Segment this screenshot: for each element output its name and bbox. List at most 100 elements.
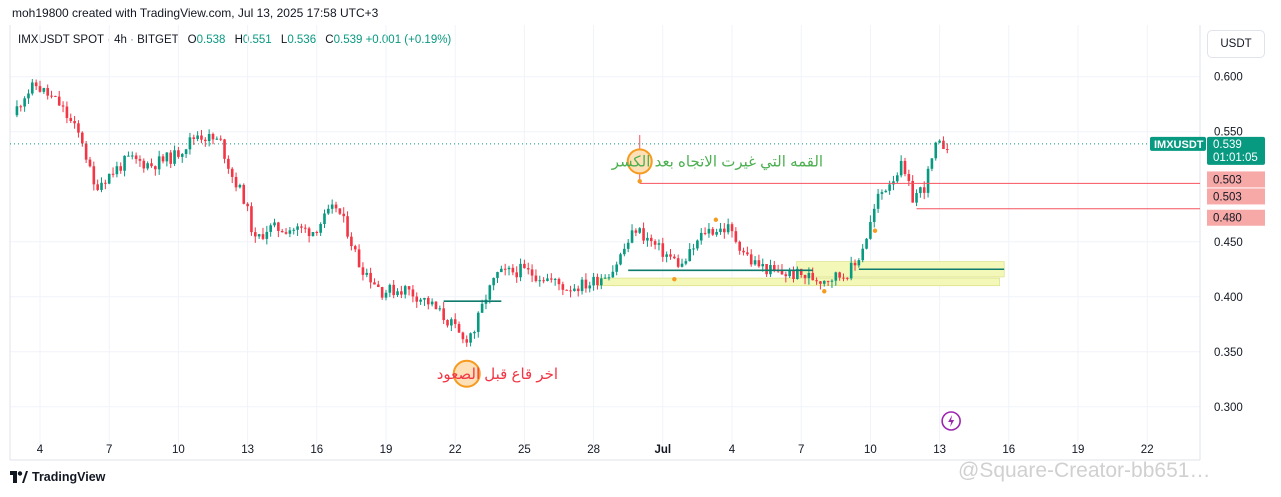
candle-body [703,232,707,234]
annotation-green: القمه التي غيرت الاتجاه بعد الكسر [611,153,823,171]
candle-body [350,236,353,247]
candle-body [699,232,703,241]
interval-label[interactable]: 4h [114,34,127,46]
candle-body [542,280,545,282]
candle-body [80,132,84,144]
candle-body [476,312,480,332]
candle-body [257,234,261,237]
candle-body [165,152,169,162]
time-tick-label: 10 [864,444,877,456]
candle-body [780,270,784,275]
candle-body [530,269,534,276]
candle-body [265,231,269,239]
candle-body [342,213,346,217]
candle-body [157,156,161,170]
candle-body [596,276,599,286]
candle-body [192,137,196,139]
symbol-price-tag-text: IMXUSDT [1154,139,1204,151]
candle-body [680,263,684,267]
candle-body [19,106,23,108]
candle-body [388,284,392,293]
candle-body [838,272,841,278]
candle-body [77,123,80,133]
candle-body [92,166,96,185]
candle-body [661,243,665,257]
candle-body [688,249,692,262]
chart-grid [9,25,1201,461]
price-tick-label: 0.600 [1214,72,1243,84]
candle-body [911,180,914,203]
candle-body [646,237,649,241]
candle-body [919,187,922,194]
candle-body [150,163,153,167]
candle-body [461,332,465,340]
candle-body [315,232,319,234]
candle-body [715,231,718,235]
candle-body [38,86,42,92]
candle-body [942,140,945,150]
candle-body [469,333,472,343]
candle-body [500,268,503,273]
candle-body [657,243,661,245]
pivot-marker [822,289,827,294]
candle-body [250,206,253,233]
candle-body [515,272,519,278]
candle-body [819,281,822,284]
annotation-layer: القمه التي غيرت الاتجاه بعد الكسر اخر قاع… [437,148,961,431]
candle-body [50,95,53,97]
candle-body [234,176,238,188]
candle-body [496,272,499,278]
level-price-value: 0.480 [1213,213,1242,225]
currency-button[interactable]: USDT [1207,30,1265,58]
candle-body [888,184,891,191]
symbol-name[interactable]: IMXUSDT SPOT [18,34,104,46]
candle-body [815,280,818,282]
candle-body [526,268,530,270]
candle-body [615,264,618,272]
candle-body [407,286,411,290]
candle-body [396,291,399,296]
candle-body [907,174,911,181]
candle-body [42,88,46,92]
candle-body [123,155,126,171]
overlay-layer [10,135,1200,302]
candle-body [665,254,668,257]
time-tick-label: 19 [380,444,393,456]
low-value: 0.536 [287,34,317,46]
candle-body [788,270,791,277]
tradingview-logo[interactable]: TradingView [10,470,105,484]
candle-body [450,319,453,326]
candle-body [330,204,334,209]
candle-body [453,319,457,325]
candle-body [726,224,730,233]
candle-body [557,278,561,285]
candle-body [154,166,157,170]
candle-body [761,264,765,267]
time-tick-label: 16 [1002,444,1015,456]
candle-body [926,168,930,193]
candle-body [31,82,34,94]
candle-body [207,133,211,142]
candle-body [184,149,188,155]
candle-body [903,160,907,175]
candle-body [365,272,369,275]
candle-body [492,277,495,286]
candle-body [104,182,107,184]
candle-body [711,228,715,235]
candle-body [307,228,311,237]
candle-body [676,258,680,267]
candle-body [853,262,857,266]
candle-body [846,277,849,279]
open-value: 0.538 [196,34,226,46]
candle-body [253,232,257,237]
time-tick-label: 13 [241,444,254,456]
candle-body [419,299,422,302]
time-tick-label: 19 [1072,444,1085,456]
candle-body [884,190,888,193]
candle-body [626,242,630,249]
candle-body [880,192,884,194]
open-label: O [187,34,197,46]
candle-body [480,303,484,313]
